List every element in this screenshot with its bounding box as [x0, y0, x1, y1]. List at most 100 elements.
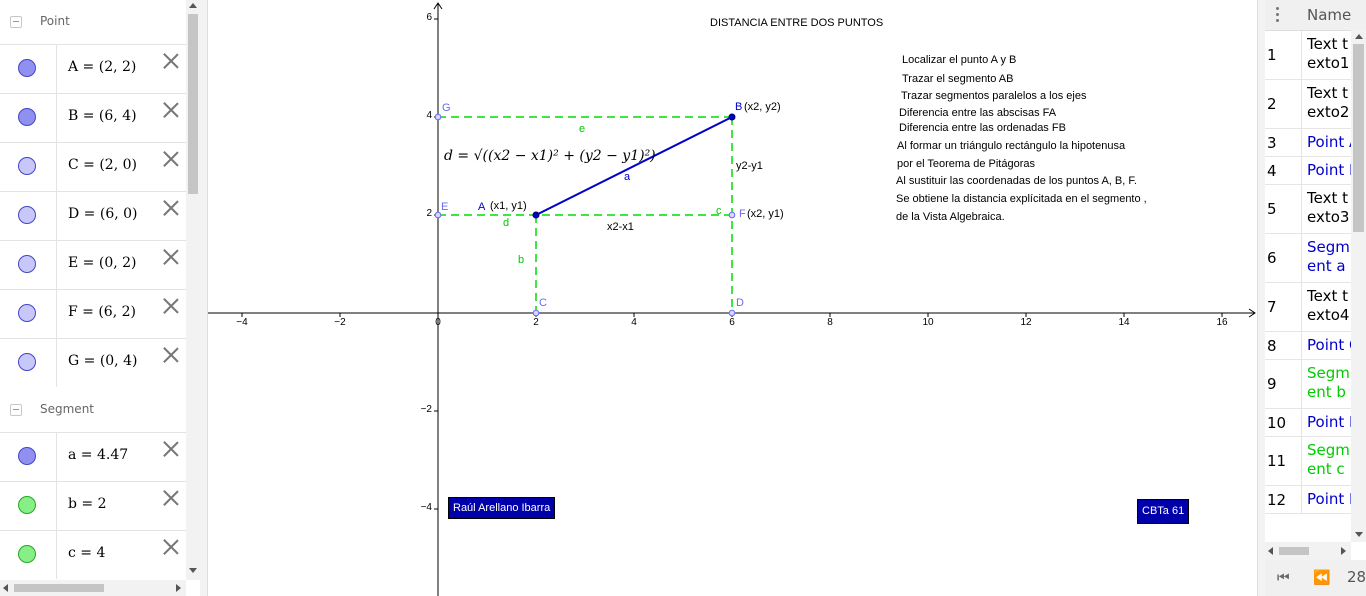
- visibility-toggle[interactable]: [0, 290, 57, 338]
- algebra-definition[interactable]: G = (0, 4): [68, 353, 138, 369]
- protocol-row[interactable]: 8 Point C: [1265, 332, 1351, 360]
- protocol-row[interactable]: 4 Point B: [1265, 157, 1351, 185]
- algebra-item[interactable]: B = (6, 4): [0, 93, 186, 142]
- point-f[interactable]: [728, 211, 736, 219]
- visibility-marble-icon[interactable]: [18, 206, 36, 224]
- protocol-column-name[interactable]: Name: [1307, 6, 1352, 24]
- scroll-down-icon[interactable]: [1355, 532, 1363, 537]
- instruction-text: Diferencia entre las ordenadas FB: [899, 122, 1066, 134]
- algebra-definition[interactable]: b = 2: [68, 496, 107, 512]
- delete-icon[interactable]: [161, 439, 181, 459]
- x-tick-label: 14: [1118, 317, 1130, 328]
- algebra-definition[interactable]: B = (6, 4): [68, 108, 137, 124]
- protocol-row[interactable]: 3 Point A: [1265, 129, 1351, 157]
- visibility-toggle[interactable]: [0, 45, 57, 93]
- visibility-marble-icon[interactable]: [18, 108, 36, 126]
- algebra-item[interactable]: A = (2, 2): [0, 44, 186, 93]
- visibility-marble-icon[interactable]: [18, 496, 36, 514]
- algebra-item[interactable]: C = (2, 0): [0, 142, 186, 191]
- collapse-icon[interactable]: [10, 404, 22, 416]
- delete-icon[interactable]: [161, 247, 181, 267]
- algebra-definition[interactable]: E = (0, 2): [68, 255, 137, 271]
- algebra-definition[interactable]: a = 4.47: [68, 447, 129, 463]
- protocol-row[interactable]: 11 Segment c: [1265, 437, 1351, 486]
- scroll-left-icon[interactable]: [3, 584, 8, 592]
- visibility-toggle[interactable]: [0, 433, 57, 481]
- delete-icon[interactable]: [161, 51, 181, 71]
- algebra-item[interactable]: c = 4: [0, 530, 186, 579]
- delete-icon[interactable]: [161, 488, 181, 508]
- algebra-definition[interactable]: c = 4: [68, 545, 106, 561]
- panel-divider[interactable]: [200, 0, 208, 596]
- scroll-right-icon[interactable]: [1341, 547, 1346, 555]
- algebra-item[interactable]: b = 2: [0, 481, 186, 530]
- protocol-row[interactable]: 10 Point D: [1265, 409, 1351, 437]
- point-d[interactable]: [728, 309, 736, 317]
- protocol-horizontal-scroll-thumb[interactable]: [1279, 547, 1309, 555]
- protocol-row[interactable]: 12 Point E: [1265, 486, 1351, 514]
- visibility-toggle[interactable]: [0, 531, 57, 579]
- visibility-marble-icon[interactable]: [18, 545, 36, 563]
- visibility-marble-icon[interactable]: [18, 447, 36, 465]
- visibility-toggle[interactable]: [0, 482, 57, 530]
- coordinate-plane[interactable]: [208, 0, 1257, 596]
- algebra-vertical-scrollbar[interactable]: [186, 0, 200, 580]
- visibility-marble-icon[interactable]: [18, 59, 36, 77]
- scroll-left-icon[interactable]: [1268, 547, 1273, 555]
- algebra-definition[interactable]: F = (6, 2): [68, 304, 136, 320]
- visibility-marble-icon[interactable]: [18, 353, 36, 371]
- algebra-definition[interactable]: D = (6, 0): [68, 206, 138, 222]
- menu-dots-icon[interactable]: [1271, 4, 1285, 26]
- algebra-item[interactable]: E = (0, 2): [0, 240, 186, 289]
- delete-icon[interactable]: [161, 198, 181, 218]
- protocol-row[interactable]: 2 Text texto2: [1265, 80, 1351, 129]
- visibility-toggle[interactable]: [0, 94, 57, 142]
- protocol-row[interactable]: 1 Text texto1: [1265, 31, 1351, 80]
- algebra-item[interactable]: F = (6, 2): [0, 289, 186, 338]
- point-b[interactable]: [728, 113, 736, 121]
- scroll-down-icon[interactable]: [189, 568, 197, 573]
- algebra-item[interactable]: a = 4.47: [0, 432, 186, 481]
- previous-step-icon[interactable]: ⏪: [1313, 570, 1331, 586]
- algebra-vertical-scroll-thumb[interactable]: [188, 14, 198, 194]
- scroll-up-icon[interactable]: [189, 3, 197, 8]
- protocol-row[interactable]: 5 Text texto3: [1265, 185, 1351, 234]
- collapse-icon[interactable]: [10, 16, 22, 28]
- panel-divider[interactable]: [1257, 0, 1265, 596]
- y-tick-label: −4: [420, 502, 432, 513]
- protocol-row-number: 4: [1267, 161, 1277, 180]
- visibility-marble-icon[interactable]: [18, 304, 36, 322]
- visibility-toggle[interactable]: [0, 339, 57, 387]
- first-step-icon[interactable]: ⏮: [1277, 570, 1290, 586]
- scroll-right-icon[interactable]: [176, 584, 181, 592]
- protocol-row[interactable]: 9 Segment b: [1265, 360, 1351, 409]
- protocol-horizontal-scrollbar[interactable]: [1265, 542, 1351, 560]
- scroll-up-icon[interactable]: [1355, 34, 1363, 39]
- point-c[interactable]: [532, 309, 540, 317]
- visibility-toggle[interactable]: [0, 143, 57, 191]
- protocol-row[interactable]: 7 Text texto4: [1265, 283, 1351, 332]
- protocol-vertical-scroll-thumb[interactable]: [1353, 44, 1364, 232]
- point-a[interactable]: [532, 211, 540, 219]
- algebra-item[interactable]: D = (6, 0): [0, 191, 186, 240]
- algebra-definition[interactable]: A = (2, 2): [68, 59, 137, 75]
- algebra-item[interactable]: G = (0, 4): [0, 338, 186, 387]
- protocol-row[interactable]: 6 Segment a: [1265, 234, 1351, 283]
- algebra-horizontal-scroll-thumb[interactable]: [14, 584, 104, 592]
- algebra-definition[interactable]: C = (2, 0): [68, 157, 137, 173]
- protocol-vertical-scrollbar[interactable]: [1351, 30, 1366, 542]
- delete-icon[interactable]: [161, 537, 181, 557]
- delete-icon[interactable]: [161, 100, 181, 120]
- visibility-toggle[interactable]: [0, 192, 57, 240]
- delete-icon[interactable]: [161, 345, 181, 365]
- visibility-toggle[interactable]: [0, 241, 57, 289]
- delete-icon[interactable]: [161, 149, 181, 169]
- delete-icon[interactable]: [161, 296, 181, 316]
- graphics-view[interactable]: −4 −2 0 2 4 6 8 10 12 14 16 6 4 2 −2 −4 A B C D E F G (x1, y1) (…: [208, 0, 1257, 596]
- x-tick-label: −2: [334, 317, 346, 328]
- visibility-marble-icon[interactable]: [18, 157, 36, 175]
- algebra-horizontal-scrollbar[interactable]: [0, 580, 186, 596]
- visibility-marble-icon[interactable]: [18, 255, 36, 273]
- point-e[interactable]: [434, 211, 442, 219]
- point-g[interactable]: [434, 113, 442, 121]
